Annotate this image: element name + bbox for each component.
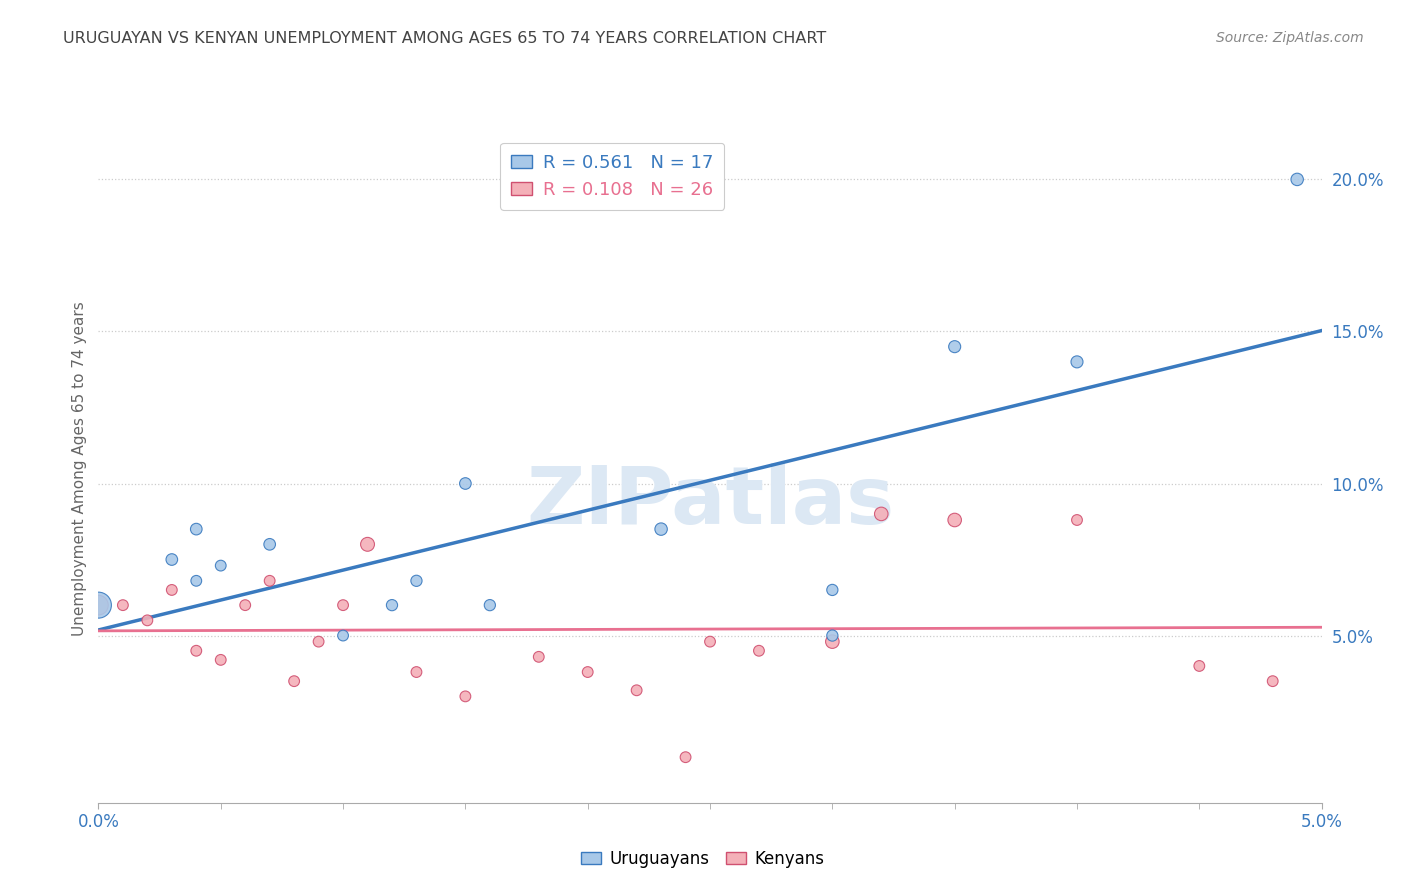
Point bbox=[87, 598, 110, 612]
Point bbox=[675, 750, 697, 764]
Point bbox=[111, 598, 134, 612]
Point bbox=[943, 340, 966, 354]
Point bbox=[821, 582, 844, 597]
Point bbox=[160, 552, 183, 566]
Point bbox=[1066, 513, 1088, 527]
Point bbox=[381, 598, 404, 612]
Point bbox=[405, 574, 427, 588]
Point bbox=[1286, 172, 1309, 186]
Point bbox=[748, 644, 770, 658]
Legend: R = 0.561   N = 17, R = 0.108   N = 26: R = 0.561 N = 17, R = 0.108 N = 26 bbox=[501, 143, 724, 210]
Point bbox=[943, 513, 966, 527]
Text: ZIPatlas: ZIPatlas bbox=[526, 463, 894, 541]
Point bbox=[626, 683, 648, 698]
Point bbox=[209, 558, 232, 573]
Point bbox=[87, 598, 110, 612]
Text: URUGUAYAN VS KENYAN UNEMPLOYMENT AMONG AGES 65 TO 74 YEARS CORRELATION CHART: URUGUAYAN VS KENYAN UNEMPLOYMENT AMONG A… bbox=[63, 31, 827, 46]
Y-axis label: Unemployment Among Ages 65 to 74 years: Unemployment Among Ages 65 to 74 years bbox=[72, 301, 87, 636]
Point bbox=[821, 628, 844, 642]
Point bbox=[527, 649, 550, 664]
Point bbox=[699, 634, 721, 648]
Point bbox=[186, 644, 208, 658]
Point bbox=[186, 522, 208, 536]
Point bbox=[1261, 674, 1284, 689]
Point bbox=[209, 653, 232, 667]
Point bbox=[356, 537, 378, 551]
Point bbox=[259, 537, 281, 551]
Point bbox=[576, 665, 599, 679]
Point bbox=[405, 665, 427, 679]
Point bbox=[233, 598, 256, 612]
Point bbox=[283, 674, 305, 689]
Point bbox=[308, 634, 330, 648]
Point bbox=[1066, 355, 1088, 369]
Point bbox=[478, 598, 501, 612]
Point bbox=[160, 582, 183, 597]
Point bbox=[332, 628, 354, 642]
Text: Source: ZipAtlas.com: Source: ZipAtlas.com bbox=[1216, 31, 1364, 45]
Point bbox=[136, 613, 159, 627]
Legend: Uruguayans, Kenyans: Uruguayans, Kenyans bbox=[575, 844, 831, 875]
Point bbox=[1188, 659, 1211, 673]
Point bbox=[332, 598, 354, 612]
Point bbox=[454, 476, 477, 491]
Point bbox=[454, 690, 477, 704]
Point bbox=[186, 574, 208, 588]
Point bbox=[259, 574, 281, 588]
Point bbox=[650, 522, 672, 536]
Point bbox=[821, 634, 844, 648]
Point bbox=[870, 507, 893, 521]
